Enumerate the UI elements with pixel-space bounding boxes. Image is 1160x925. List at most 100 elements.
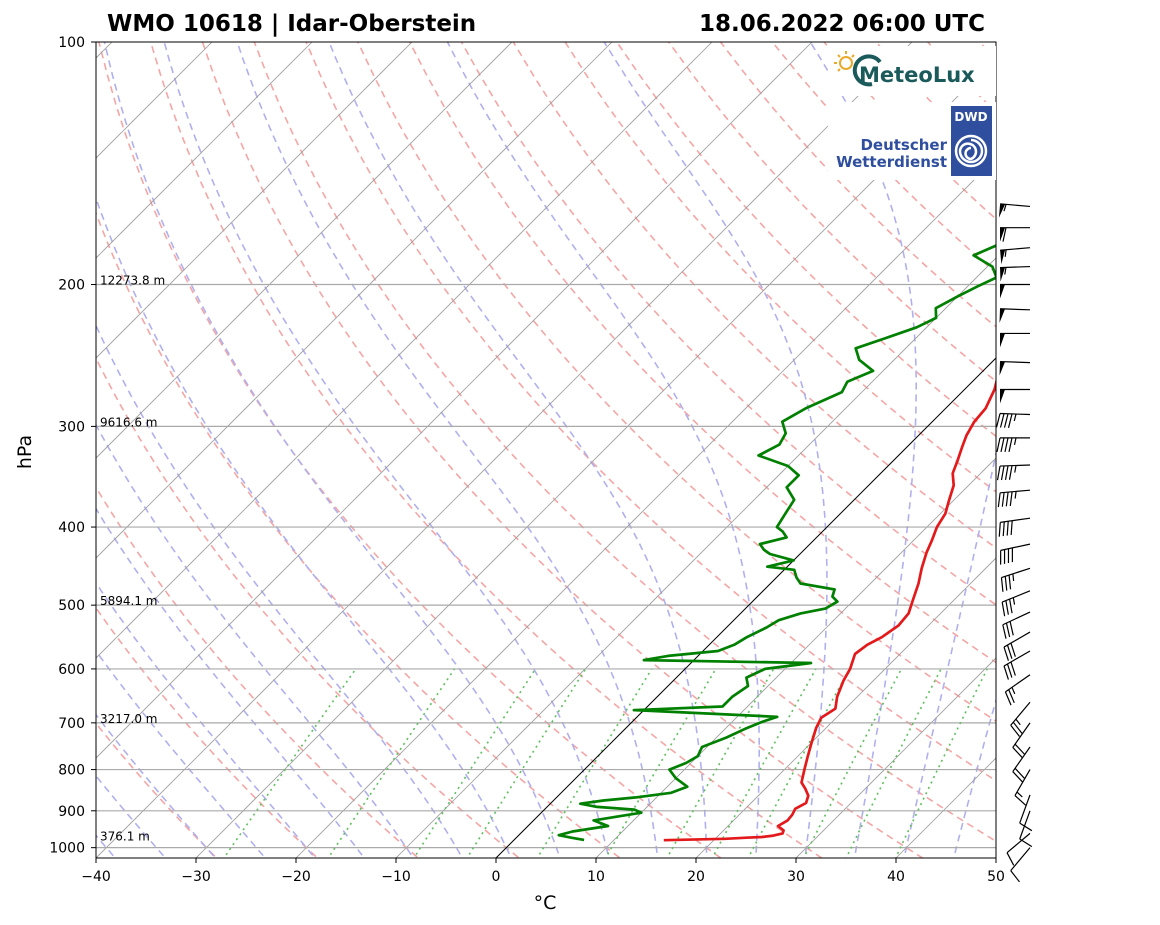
y-tick-label: 200 [58, 278, 85, 294]
wind-barb-full [1019, 822, 1033, 832]
wind-barb [1019, 794, 1033, 832]
wind-barb [1002, 611, 1031, 639]
x-tick-label: −10 [381, 869, 411, 885]
wind-barb-full [1010, 520, 1013, 536]
moist-adiabat-line [96, 581, 316, 858]
dewpoint-profile-line [557, 244, 996, 842]
wind-barbs [995, 203, 1033, 883]
wind-barb-full [995, 413, 1001, 428]
y-axis-label: hPa [14, 435, 36, 469]
isotherm-line [96, 42, 813, 759]
wind-barb-full [1005, 492, 1009, 507]
dry-adiabat-line [408, 42, 996, 664]
wind-barb-pennant [1000, 333, 1005, 348]
chart-title-datetime: 18.06.2022 06:00 UTC [699, 11, 985, 37]
wind-barb-half [1014, 491, 1017, 499]
wind-barb [998, 517, 1031, 537]
x-axis-label: °C [534, 892, 557, 914]
mixing-ratio-line [222, 668, 357, 858]
isotherm-line [96, 42, 313, 259]
wind-barb-half [1016, 791, 1023, 798]
wind-barb-full [1010, 724, 1020, 737]
altitude-label: 376.1 m [100, 830, 150, 844]
wind-barb-shaft [1003, 631, 1031, 648]
isotherm-line [96, 42, 613, 559]
wind-barb-shaft [1001, 567, 1031, 579]
dwd-logo: DWD Deutscher Wetterdienst [828, 102, 996, 180]
wind-barb-full [1014, 795, 1027, 806]
wind-barb-shaft [1002, 611, 1031, 626]
dry-adiabat-line [512, 42, 996, 549]
wind-barb [996, 464, 1031, 481]
wind-barb-full [1007, 413, 1013, 428]
moist-adiabat-line [236, 42, 659, 858]
wind-barb-half [1015, 718, 1021, 726]
wind-barb-shaft [1000, 247, 1031, 251]
wind-barb-shaft [1001, 590, 1031, 603]
zero-isotherm [495, 357, 996, 858]
moist-adiabat-line [903, 449, 996, 858]
wind-barb [1003, 650, 1031, 680]
x-tick-label: −40 [81, 869, 111, 885]
y-tick-label: 400 [58, 520, 85, 536]
zero-isotherm-line [495, 357, 996, 858]
wind-barb [1004, 674, 1031, 706]
wind-barb-full [1008, 465, 1013, 480]
wind-barb-full [1009, 621, 1014, 636]
meteolux-swirl-icon [852, 54, 882, 87]
dwd-name-line2: Wetterdienst [836, 153, 947, 171]
wind-barb [1000, 567, 1031, 592]
wind-barb-half [1003, 204, 1007, 212]
dwd-name-line1: Deutscher [860, 136, 947, 154]
isotherm-line [96, 42, 513, 459]
dry-adiabat-line [98, 42, 723, 858]
wind-barb [1010, 701, 1031, 737]
dry-adiabats [96, 42, 996, 858]
y-tick-label: 300 [58, 419, 85, 435]
wind-barb-full [1009, 598, 1013, 614]
wind-barb-full [1003, 413, 1009, 428]
temperature-profile-line [663, 377, 996, 842]
wind-barb [1000, 227, 1030, 242]
moist-adiabat-line [809, 42, 918, 858]
moist-adiabat-line [96, 649, 267, 858]
wind-barb-full [1005, 622, 1011, 638]
meteolux-wordmark: MeteoLux [859, 63, 975, 87]
wind-barb [1000, 247, 1031, 265]
wind-barb-half [1004, 267, 1007, 275]
wind-barb-full [996, 437, 1001, 452]
wind-barb-full [1006, 644, 1013, 659]
mixing-ratio-line [327, 668, 456, 858]
wind-barb [1012, 722, 1031, 759]
wind-barb-full [1003, 665, 1009, 680]
y-tick-label: 100 [58, 35, 85, 51]
wind-barb-pennant [1000, 267, 1006, 282]
isotherm-line [96, 42, 713, 659]
altitude-label: 5894.1 m [100, 594, 158, 608]
wind-barb [1010, 847, 1031, 883]
wind-barb-full [1008, 437, 1013, 452]
wind-barb-shaft [1000, 543, 1031, 551]
wind-barb-full [1006, 521, 1009, 536]
meteolux-logo: MeteoLux [828, 46, 996, 96]
wind-barb-full [1008, 689, 1015, 704]
wind-barb [997, 489, 1031, 508]
wind-barb-full [1000, 437, 1005, 452]
wind-barb-pennant [1000, 249, 1006, 265]
wind-barb-full [1010, 870, 1020, 883]
mixing-ratio-lines [222, 668, 988, 858]
dry-adiabat-line [96, 211, 622, 858]
sun-icon [834, 51, 855, 72]
wind-barb-full [1006, 852, 1015, 866]
dry-adiabat-line [460, 42, 996, 606]
wind-barb-shaft [1019, 794, 1031, 824]
x-tick-label: −30 [181, 869, 211, 885]
wind-barb-full [998, 522, 1001, 537]
y-tick-label: 700 [58, 716, 85, 732]
dry-adiabat-line [149, 42, 824, 858]
wind-barb [1000, 388, 1030, 404]
x-tick-label: 30 [787, 869, 805, 885]
moist-adiabat-line [446, 42, 761, 858]
plot-frame [95, 41, 997, 859]
wind-barb [1000, 543, 1031, 565]
